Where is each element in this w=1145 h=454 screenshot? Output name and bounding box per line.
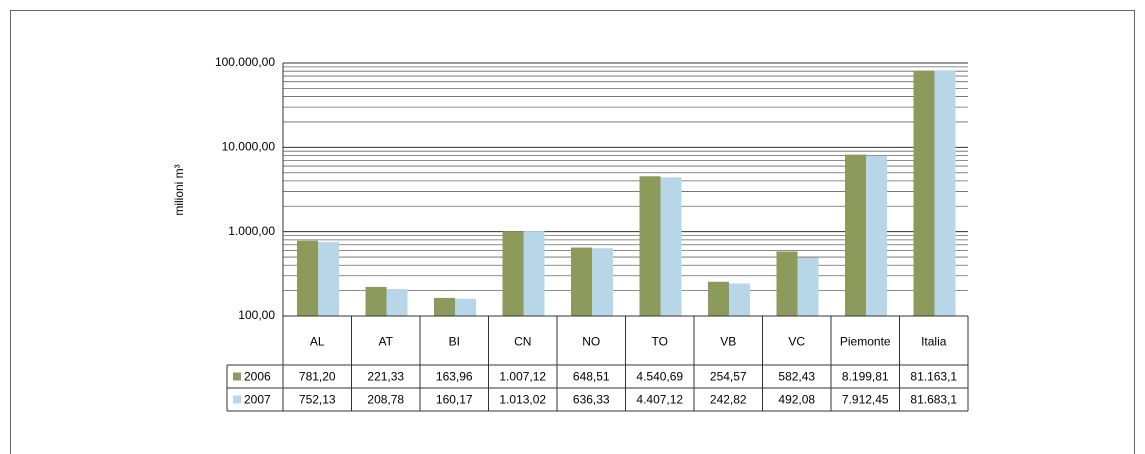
y-axis-title: milioni m³ bbox=[172, 164, 186, 215]
bar bbox=[913, 70, 935, 316]
bar bbox=[729, 283, 750, 316]
legend-swatch bbox=[233, 395, 241, 404]
data-label: 242,82 bbox=[710, 393, 747, 407]
data-label: 752,13 bbox=[299, 393, 336, 407]
data-label: 636,33 bbox=[573, 393, 610, 407]
x-tick-label: Italia bbox=[921, 335, 947, 349]
bar bbox=[365, 286, 387, 316]
data-label: 81.683,1 bbox=[910, 393, 957, 407]
data-label: 582,43 bbox=[778, 370, 815, 384]
legend-swatch bbox=[233, 372, 241, 381]
data-label: 1.007,12 bbox=[499, 370, 546, 384]
bar bbox=[660, 177, 682, 316]
bar bbox=[797, 257, 819, 316]
y-tick-label: 10.000,00 bbox=[222, 140, 276, 154]
data-label: 8.199,81 bbox=[842, 370, 889, 384]
data-label: 492,08 bbox=[778, 393, 815, 407]
bar bbox=[434, 297, 455, 316]
legend-label: 2007 bbox=[244, 393, 271, 407]
bar bbox=[866, 155, 887, 316]
data-label: 4.407,12 bbox=[636, 393, 683, 407]
x-tick-label: CN bbox=[514, 335, 531, 349]
y-tick-label: 1.000,00 bbox=[228, 224, 275, 238]
x-tick-label: VC bbox=[788, 335, 805, 349]
bar bbox=[592, 248, 613, 316]
bar bbox=[934, 70, 956, 316]
data-label: 7.912,45 bbox=[842, 393, 889, 407]
bar bbox=[523, 231, 545, 316]
bar bbox=[386, 289, 408, 316]
x-tick-label: VB bbox=[720, 335, 736, 349]
chart-frame bbox=[10, 10, 1135, 454]
x-tick-label: BI bbox=[449, 335, 460, 349]
bar bbox=[297, 240, 318, 316]
y-tick-label: 100,00 bbox=[238, 308, 275, 322]
x-tick-label: AL bbox=[310, 335, 325, 349]
bar bbox=[708, 281, 729, 316]
bar bbox=[571, 247, 592, 316]
bar bbox=[845, 154, 866, 316]
data-label: 208,78 bbox=[367, 393, 404, 407]
x-tick-label: NO bbox=[582, 335, 600, 349]
data-label: 163,96 bbox=[436, 370, 473, 384]
y-tick-label: 100.000,00 bbox=[215, 55, 275, 69]
data-label: 81.163,1 bbox=[910, 370, 957, 384]
bar bbox=[455, 298, 476, 316]
x-tick-label: Piemonte bbox=[840, 335, 891, 349]
data-label: 160,17 bbox=[436, 393, 473, 407]
x-tick-label: TO bbox=[652, 335, 668, 349]
legend-label: 2006 bbox=[244, 370, 271, 384]
data-label: 4.540,69 bbox=[636, 370, 683, 384]
data-label: 648,51 bbox=[573, 370, 610, 384]
data-label: 1.013,02 bbox=[499, 393, 546, 407]
x-tick-label: AT bbox=[379, 335, 394, 349]
bar bbox=[318, 242, 339, 316]
bar bbox=[502, 231, 524, 316]
bar bbox=[776, 251, 798, 316]
data-label: 221,33 bbox=[367, 370, 404, 384]
data-label: 781,20 bbox=[299, 370, 336, 384]
data-label: 254,57 bbox=[710, 370, 747, 384]
bar bbox=[639, 176, 661, 316]
